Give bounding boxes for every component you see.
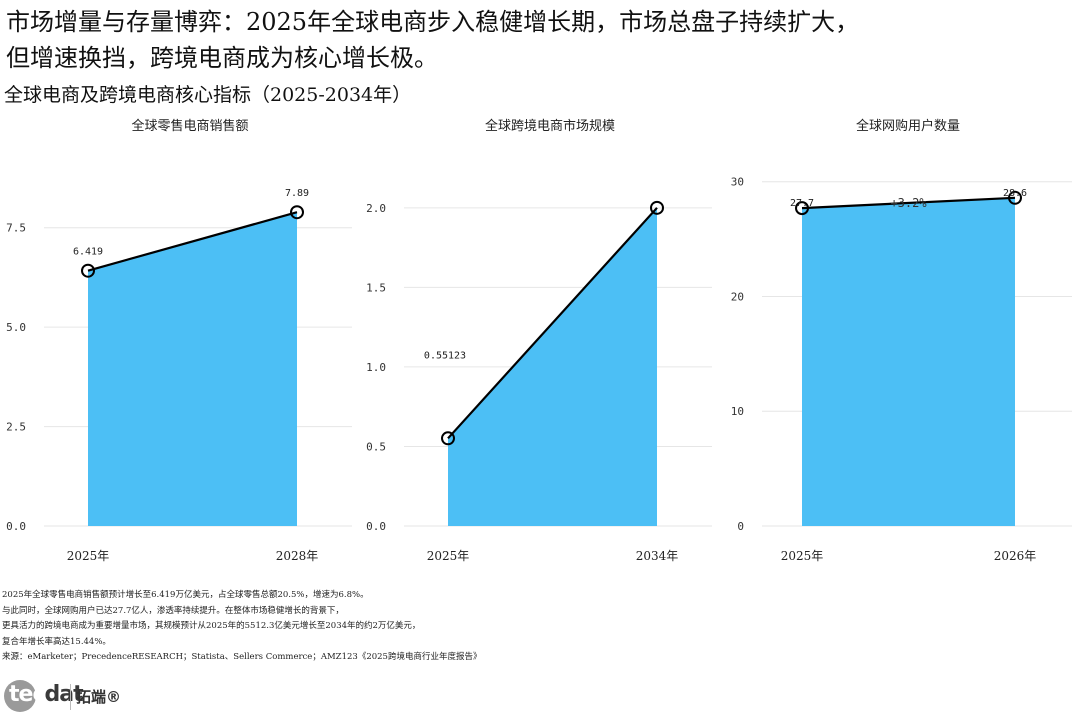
chart-1-point: [290, 205, 304, 220]
tecdat-logo: tecdat 拓端®: [4, 678, 164, 714]
chart-1-data-label: 6.419: [73, 247, 103, 258]
chart-3-area: [802, 197, 1015, 526]
chart-2-point: [650, 200, 664, 215]
chart-1-point: [81, 263, 95, 278]
notes-block: 2025年全球零售电商销售额预计增长至6.419万亿美元，占全球零售总额20.5…: [2, 588, 762, 666]
chart-1-ytick-label: 0.0: [6, 520, 26, 533]
headline-line-1: 市场增量与存量博弈：2025年全球电商步入稳健增长期，市场总盘子持续扩大，: [6, 8, 860, 36]
note-line-3: 更具活力的跨境电商成为重要增量市场，其规模预计从2025年的5512.3亿美元增…: [2, 621, 421, 631]
logo-divider: [70, 684, 71, 710]
chart-3-data-label: 28.6: [1003, 188, 1027, 199]
chart-1-ytick-label: 5.0: [6, 321, 26, 334]
chart-1-category-label: 2025年: [67, 549, 110, 563]
chart-3-point: [1008, 190, 1022, 205]
note-source: 来源：eMarketer；PrecedenceRESEARCH；Statista…: [2, 652, 482, 662]
logo-circle-icon: [4, 680, 36, 712]
headline-line-2: 但增速换挡，跨境电商成为核心增长极。: [6, 44, 438, 72]
chart-2-area: [448, 207, 657, 526]
chart-3-data-label: 27.7: [790, 198, 814, 209]
chart-1-data-label: 7.89: [285, 188, 309, 199]
chart-3-point: [795, 201, 809, 216]
chart-2-point: [441, 431, 455, 446]
logo-cn-text: 拓端®: [76, 688, 122, 706]
chart-3-ytick-label: 10: [731, 405, 744, 418]
chart-1-ytick-label: 7.5: [6, 222, 26, 235]
chart-2-ytick-label: 0.5: [366, 440, 386, 453]
chart-3-annotation: +3.2%: [890, 196, 927, 210]
chart-2-ytick-label: 1.0: [366, 361, 386, 374]
chart-3-ytick-label: 20: [731, 290, 744, 303]
chart-1-series-line: [87, 211, 298, 272]
chart-2-data-label: 0.55123: [424, 350, 466, 361]
chart-3-title: 全球网购用户数量: [856, 118, 960, 134]
note-line-1: 2025年全球零售电商销售额预计增长至6.419万亿美元，占全球零售总额20.5…: [2, 590, 369, 600]
chart-3-category-label: 2025年: [781, 549, 824, 563]
chart-3-ytick-label: 0: [737, 520, 744, 533]
chart-group-subtitle: 全球电商及跨境电商核心指标（2025-2034年）: [4, 84, 412, 106]
chart-1-area: [88, 212, 297, 526]
chart-1-category-label: 2028年: [276, 549, 319, 563]
headline: 市场增量与存量博弈：2025年全球电商步入稳健增长期，市场总盘子持续扩大， 但增…: [6, 4, 1066, 76]
chart-2-ytick-label: 0.0: [366, 520, 386, 533]
chart-2-category-label: 2034年: [636, 549, 679, 563]
chart-2-title: 全球跨境电商市场规模: [485, 118, 615, 134]
note-line-2: 与此同时，全球网购用户已达27.7亿人，渗透率持续提升。在整体市场稳健增长的背景…: [2, 605, 344, 616]
chart-1-title: 全球零售电商销售额: [131, 118, 248, 134]
charts-panel: 全球零售电商销售额 0.0 2.5 5.0 7.5 6.419 2025年 7.89 2028年…: [6, 118, 1072, 563]
chart-2-ytick-label: 1.5: [366, 281, 386, 294]
chart-1-ytick-label: 2.5: [6, 421, 26, 434]
chart-2-category-label: 2025年: [427, 549, 470, 563]
logo-wordmark: tecdat: [9, 682, 84, 707]
chart-2-series-line: [447, 207, 658, 440]
note-line-4: 复合年增长率高达15.44%。: [2, 636, 111, 647]
chart-3-category-label: 2026年: [994, 549, 1037, 563]
chart-3-series-line: [801, 196, 1016, 210]
chart-2-ytick-label: 2.0: [366, 202, 386, 215]
chart-3-ytick-label: 30: [731, 176, 744, 189]
